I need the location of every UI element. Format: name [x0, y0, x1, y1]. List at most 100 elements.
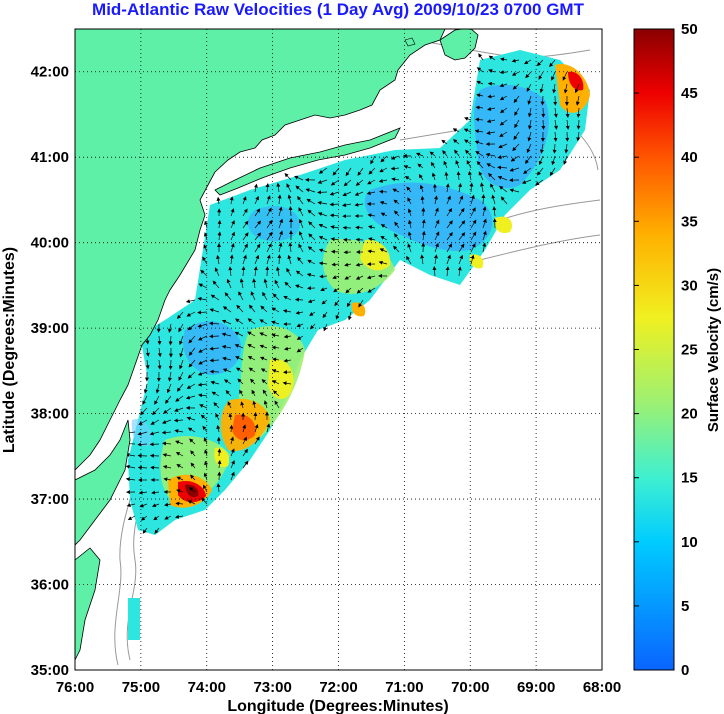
velocity-arrow [254, 254, 260, 265]
velocity-arrow [524, 155, 532, 164]
velocity-arrow [213, 402, 220, 409]
velocity-arrow [527, 131, 532, 142]
velocity-arrow [187, 500, 196, 505]
velocity-arrow [230, 460, 235, 469]
velocity-arrow [197, 371, 208, 376]
x-tick-label: 68:00 [583, 679, 621, 696]
velocity-arrow [527, 119, 532, 130]
velocity-arrow [476, 160, 484, 169]
velocity-arrow [263, 278, 268, 289]
velocity-arrow [176, 311, 184, 320]
velocity-arrow [125, 464, 136, 469]
velocity-arrow [234, 331, 244, 337]
velocity-arrow [230, 208, 235, 217]
velocity-arrow [512, 83, 520, 90]
velocity-arrow [368, 237, 376, 242]
velocity-arrow [149, 442, 160, 447]
velocity-arrow [271, 333, 280, 338]
velocity-arrow [486, 163, 496, 169]
velocity-arrow [403, 165, 412, 169]
velocity-arrow [266, 195, 271, 205]
velocity-arrow [329, 191, 340, 196]
velocity-arrow [197, 296, 208, 301]
velocity-arrow [366, 191, 376, 195]
velocity-arrow [527, 95, 532, 105]
velocity-arrow [499, 107, 508, 114]
velocity-arrow [230, 448, 235, 457]
velocity-arrow [511, 58, 520, 63]
velocity-arrow [253, 266, 258, 277]
velocity-arrow [261, 379, 268, 385]
velocity-arrow [321, 299, 328, 305]
velocity-arrow [235, 367, 244, 373]
velocity-arrow [252, 400, 257, 409]
velocity-arrow [174, 407, 184, 412]
velocity-arrow [163, 407, 172, 414]
velocity-arrow [498, 143, 508, 149]
velocity-arrow [445, 183, 450, 193]
plot-frame [74, 28, 603, 671]
velocity-arrow [329, 202, 340, 207]
velocity-arrow [271, 369, 280, 373]
velocity-arrow [444, 171, 449, 181]
velocity-arrow [392, 188, 400, 193]
velocity-arrow [470, 194, 475, 205]
velocity-arrow [487, 94, 496, 99]
velocity-arrow [408, 219, 412, 229]
velocity-arrow [458, 182, 462, 193]
velocity-arrow [469, 182, 474, 193]
velocity-arrow [446, 254, 451, 265]
velocity-arrow [278, 206, 283, 217]
velocity-arrow [499, 95, 508, 101]
velocity-arrow [492, 206, 497, 217]
velocity-arrow [318, 167, 328, 174]
velocity-arrow [404, 175, 412, 181]
velocity-arrow [511, 71, 520, 76]
velocity-arrow [513, 95, 520, 103]
velocity-arrow [242, 232, 249, 241]
velocity-arrow [179, 347, 184, 358]
velocity-arrow [482, 218, 487, 229]
velocity-arrow [253, 411, 258, 421]
velocity-arrow [175, 452, 184, 457]
velocity-arrow [198, 393, 208, 398]
x-axis-label: Longitude (Degrees:Minutes) [227, 698, 448, 714]
velocity-arrow [576, 107, 581, 118]
velocity-arrow [553, 107, 558, 118]
velocity-arrow [204, 460, 209, 469]
long-island [214, 127, 401, 196]
velocity-arrow [318, 261, 328, 266]
velocity-arrow [202, 256, 208, 265]
x-tick-label: 73:00 [253, 679, 291, 696]
velocity-arrow [190, 462, 196, 469]
velocity-arrow [553, 131, 558, 142]
velocity-arrow [137, 442, 148, 447]
velocity-arrow [394, 221, 400, 229]
velocity-arrow [217, 219, 222, 229]
x-tick-label: 74:00 [188, 679, 226, 696]
velocity-arrow [259, 332, 268, 337]
x-tick-label: 71:00 [385, 679, 423, 696]
velocity-arrow [151, 407, 160, 416]
velocity-arrow [497, 165, 508, 170]
velocity-arrow [250, 291, 256, 301]
velocity-arrow [295, 270, 304, 277]
velocity-arrow [235, 318, 244, 325]
velocity-arrow [210, 294, 220, 301]
velocity-arrow [247, 331, 256, 337]
delmarva [75, 419, 131, 546]
velocity-arrow [430, 161, 436, 169]
velocity-arrow [154, 527, 160, 534]
velocity-arrow [174, 429, 184, 434]
colorbar-tick-label: 35 [681, 213, 698, 230]
velocity-arrow [157, 359, 162, 370]
colorbar-tick-label: 5 [681, 598, 689, 615]
velocity-arrow [539, 143, 544, 154]
velocity-arrow [145, 347, 150, 357]
velocity-arrow [434, 195, 438, 205]
velocity-arrow [164, 395, 172, 404]
velocity-arrow [446, 195, 451, 205]
velocity-arrow [187, 323, 196, 331]
velocity-arrow [345, 167, 352, 177]
velocity-arrow [161, 419, 172, 424]
